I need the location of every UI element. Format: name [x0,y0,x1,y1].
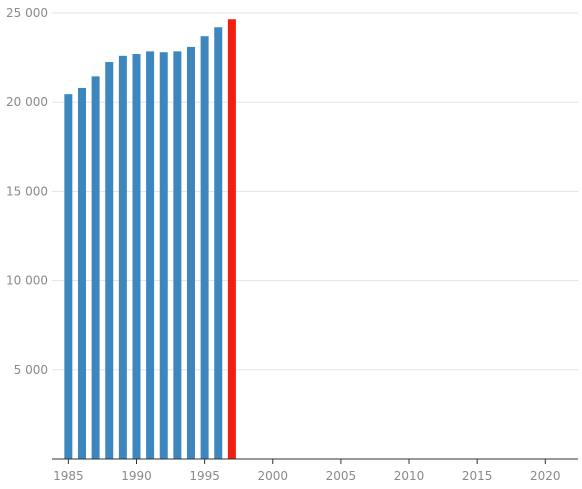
bar [173,51,182,460]
bar [132,54,141,459]
y-tick-label: 10 000 [6,274,48,288]
y-tick-label: 20 000 [6,95,48,109]
bar [64,94,73,459]
bar-highlight [227,19,236,460]
bar [146,51,155,460]
x-tick-label: 2015 [462,469,493,483]
x-tick-label: 2020 [530,469,561,483]
x-tick-label: 1985 [53,469,84,483]
y-tick-label: 25 000 [6,6,48,20]
y-tick-label: 5 000 [14,363,48,377]
bar [77,87,86,459]
bar [105,62,114,460]
gridlines [52,12,578,371]
x-tick-label: 2000 [257,469,288,483]
bar [186,46,195,460]
x-tick-label: 2005 [326,469,357,483]
bar [214,27,223,459]
x-tick-label: 1995 [189,469,220,483]
x-tick-label: 2010 [394,469,425,483]
y-axis-ticks: 5 000 10 000 15 000 20 000 25 000 [6,6,48,377]
y-tick-label: 15 000 [6,184,48,198]
bar [200,36,209,459]
bars [64,19,236,460]
x-tick-label: 1990 [121,469,152,483]
bar [118,55,127,459]
x-axis-ticks: 1985 1990 1995 2000 2005 2010 2015 2020 [53,459,561,483]
bar [91,76,100,459]
bar [159,52,168,460]
